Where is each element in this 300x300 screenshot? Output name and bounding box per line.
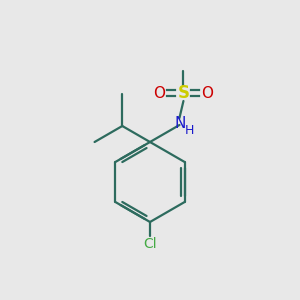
Text: O: O bbox=[153, 85, 165, 100]
Text: N: N bbox=[175, 116, 186, 131]
Text: S: S bbox=[177, 84, 189, 102]
Text: O: O bbox=[201, 85, 213, 100]
Text: H: H bbox=[185, 124, 194, 136]
Text: Cl: Cl bbox=[143, 237, 157, 251]
